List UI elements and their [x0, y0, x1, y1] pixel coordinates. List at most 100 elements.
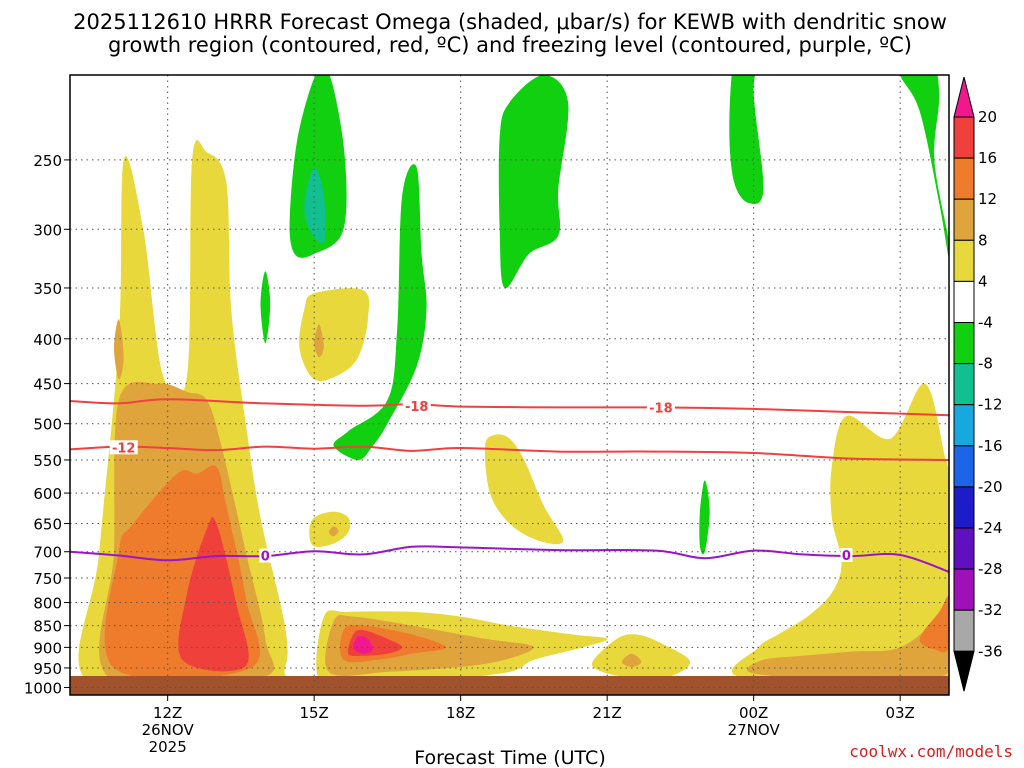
y-tick-label: 700 [33, 544, 62, 562]
omega-region-late-12to16 [919, 596, 949, 653]
gridlines [70, 75, 949, 695]
colorbar-segment [953, 363, 975, 406]
x-tick-label: 2025 [149, 738, 187, 756]
contour-label-bg [259, 548, 272, 563]
omega-region-late-4to8 [732, 383, 949, 693]
x-tick-label: 00Z [739, 704, 768, 722]
colorbar-segment [953, 157, 975, 200]
colorbar-segment [953, 116, 975, 159]
omega-region-sinking-17z-tall [333, 164, 427, 460]
colorbar-segment [953, 198, 975, 241]
y-axis-pressure: 250 300 350 400 450 500 550 600 650 700 750 800 850 9… [24, 152, 70, 697]
y-tick-label: 650 [33, 516, 62, 534]
colorbar-label: -24 [978, 519, 1003, 537]
colorbar-label: -36 [978, 642, 1003, 660]
y-tick-label: 400 [33, 331, 62, 349]
y-tick-label: 550 [33, 452, 62, 470]
x-tick-label: 21Z [592, 704, 621, 722]
colorbar-segment [953, 322, 975, 365]
colorbar-label: -32 [978, 601, 1003, 619]
x-tick-label: 03Z [885, 704, 914, 722]
colorbar-segment [953, 527, 975, 570]
x-tick-label: 18Z [446, 704, 475, 722]
contour-label: 0 [842, 549, 851, 564]
colorbar-segment [953, 445, 975, 488]
x-tick-label: 15Z [299, 704, 328, 722]
colorbar-label: -16 [978, 437, 1003, 455]
omega-region-lowlevel-22z-4to8 [591, 634, 691, 680]
colorbar-segment [953, 404, 975, 447]
colorbar-label: 8 [978, 231, 988, 249]
omega-region-lowlevel-22z-8to12 [621, 653, 642, 668]
omega-region-sinking-24z-upper [729, 75, 764, 204]
contour-labels: -12 -18 -18 0 0 [109, 398, 853, 565]
omega-region-plume-12z-upper-4to8-spot [114, 319, 124, 380]
omega-region-sinking-15z-upper-8to12 [304, 167, 326, 244]
y-tick-label: 300 [33, 221, 62, 239]
colorbar: 20 16 12 8 4 -4 -8 -12 -16 -20 -24 -28 -32 -36 [953, 76, 1003, 692]
colorbar-segment [953, 568, 975, 611]
contour-label: -12 [112, 441, 136, 456]
omega-region-sinking-23z-small [699, 480, 710, 555]
omega-region-midlevel-15z-8to12 [314, 324, 324, 358]
contour-label: -18 [405, 400, 429, 415]
y-tick-label: 850 [33, 618, 62, 636]
colorbar-label: -12 [978, 396, 1003, 414]
contour-label: 0 [261, 550, 270, 565]
omega-region-lowlevel-16z-20plus [353, 636, 373, 654]
colorbar-label: -4 [978, 314, 993, 332]
colorbar-label: 20 [978, 108, 997, 126]
colorbar-segment [953, 280, 975, 323]
x-tick-label: 26NOV [142, 721, 195, 739]
chart-title-line-2: growth region (contoured, red, ºC) and f… [108, 33, 912, 57]
y-tick-label: 450 [33, 376, 62, 394]
omega-region-midlevel-15z-4to8 [299, 288, 370, 382]
y-tick-label: 750 [33, 570, 62, 588]
ground-surface [70, 676, 949, 695]
contour-freezing_level [70, 545, 949, 573]
x-axis-label: Forecast Time (UTC) [414, 747, 605, 768]
y-tick-label: 500 [33, 416, 62, 434]
contour-label-bg [402, 398, 431, 413]
omega-region-late-8to12 [747, 595, 949, 679]
colorbar-segment [953, 609, 975, 652]
contour-label-bg [109, 440, 138, 455]
colorbar-arrow-bottom [953, 650, 975, 692]
colorbar-label: 4 [978, 272, 988, 290]
chart-title: 2025112610 HRRR Forecast Omega (shaded, … [73, 10, 947, 57]
contour-label-bg [646, 400, 675, 415]
omega-region-mid-18z-4to8 [484, 434, 564, 545]
y-tick-label: 900 [33, 639, 62, 657]
contour-dgz_lower [70, 445, 949, 461]
y-tick-label: 350 [33, 280, 62, 298]
contour-label: -18 [649, 401, 673, 416]
chart-title-line-1: 2025112610 HRRR Forecast Omega (shaded, … [73, 10, 947, 34]
contour-dgz_upper [70, 398, 949, 417]
colorbar-label: -8 [978, 355, 993, 373]
x-tick-label: 27NOV [728, 721, 781, 739]
colorbar-segment [953, 486, 975, 529]
omega-region-mid-15z-small-8to12 [328, 526, 339, 537]
colorbar-segment [953, 239, 975, 282]
y-tick-label: 1000 [24, 679, 62, 697]
plot-frame [69, 74, 950, 696]
omega-region-sinking-15z-upper-4to8 [289, 75, 347, 258]
colorbar-label: 16 [978, 149, 997, 167]
credit-link[interactable]: coolwx.com/models [849, 742, 1013, 761]
colorbar-label: -28 [978, 560, 1003, 578]
omega-region-sinking-03z-upper [900, 75, 949, 260]
y-tick-label: 600 [33, 485, 62, 503]
y-tick-label: 250 [33, 152, 62, 170]
y-tick-label: 950 [33, 660, 62, 678]
omega-region-sinking-19z [498, 75, 569, 289]
x-tick-label: 12Z [153, 704, 182, 722]
y-tick-label: 800 [33, 595, 62, 613]
omega-region-mid-15z-small-4to8 [309, 511, 351, 547]
temperature-contours [70, 398, 949, 573]
omega-region-sinking-14z-thin [260, 271, 271, 344]
colorbar-label: -20 [978, 478, 1003, 496]
contour-label-bg [840, 547, 853, 562]
omega-region-rising-plume-12z-16to20 [178, 516, 249, 672]
